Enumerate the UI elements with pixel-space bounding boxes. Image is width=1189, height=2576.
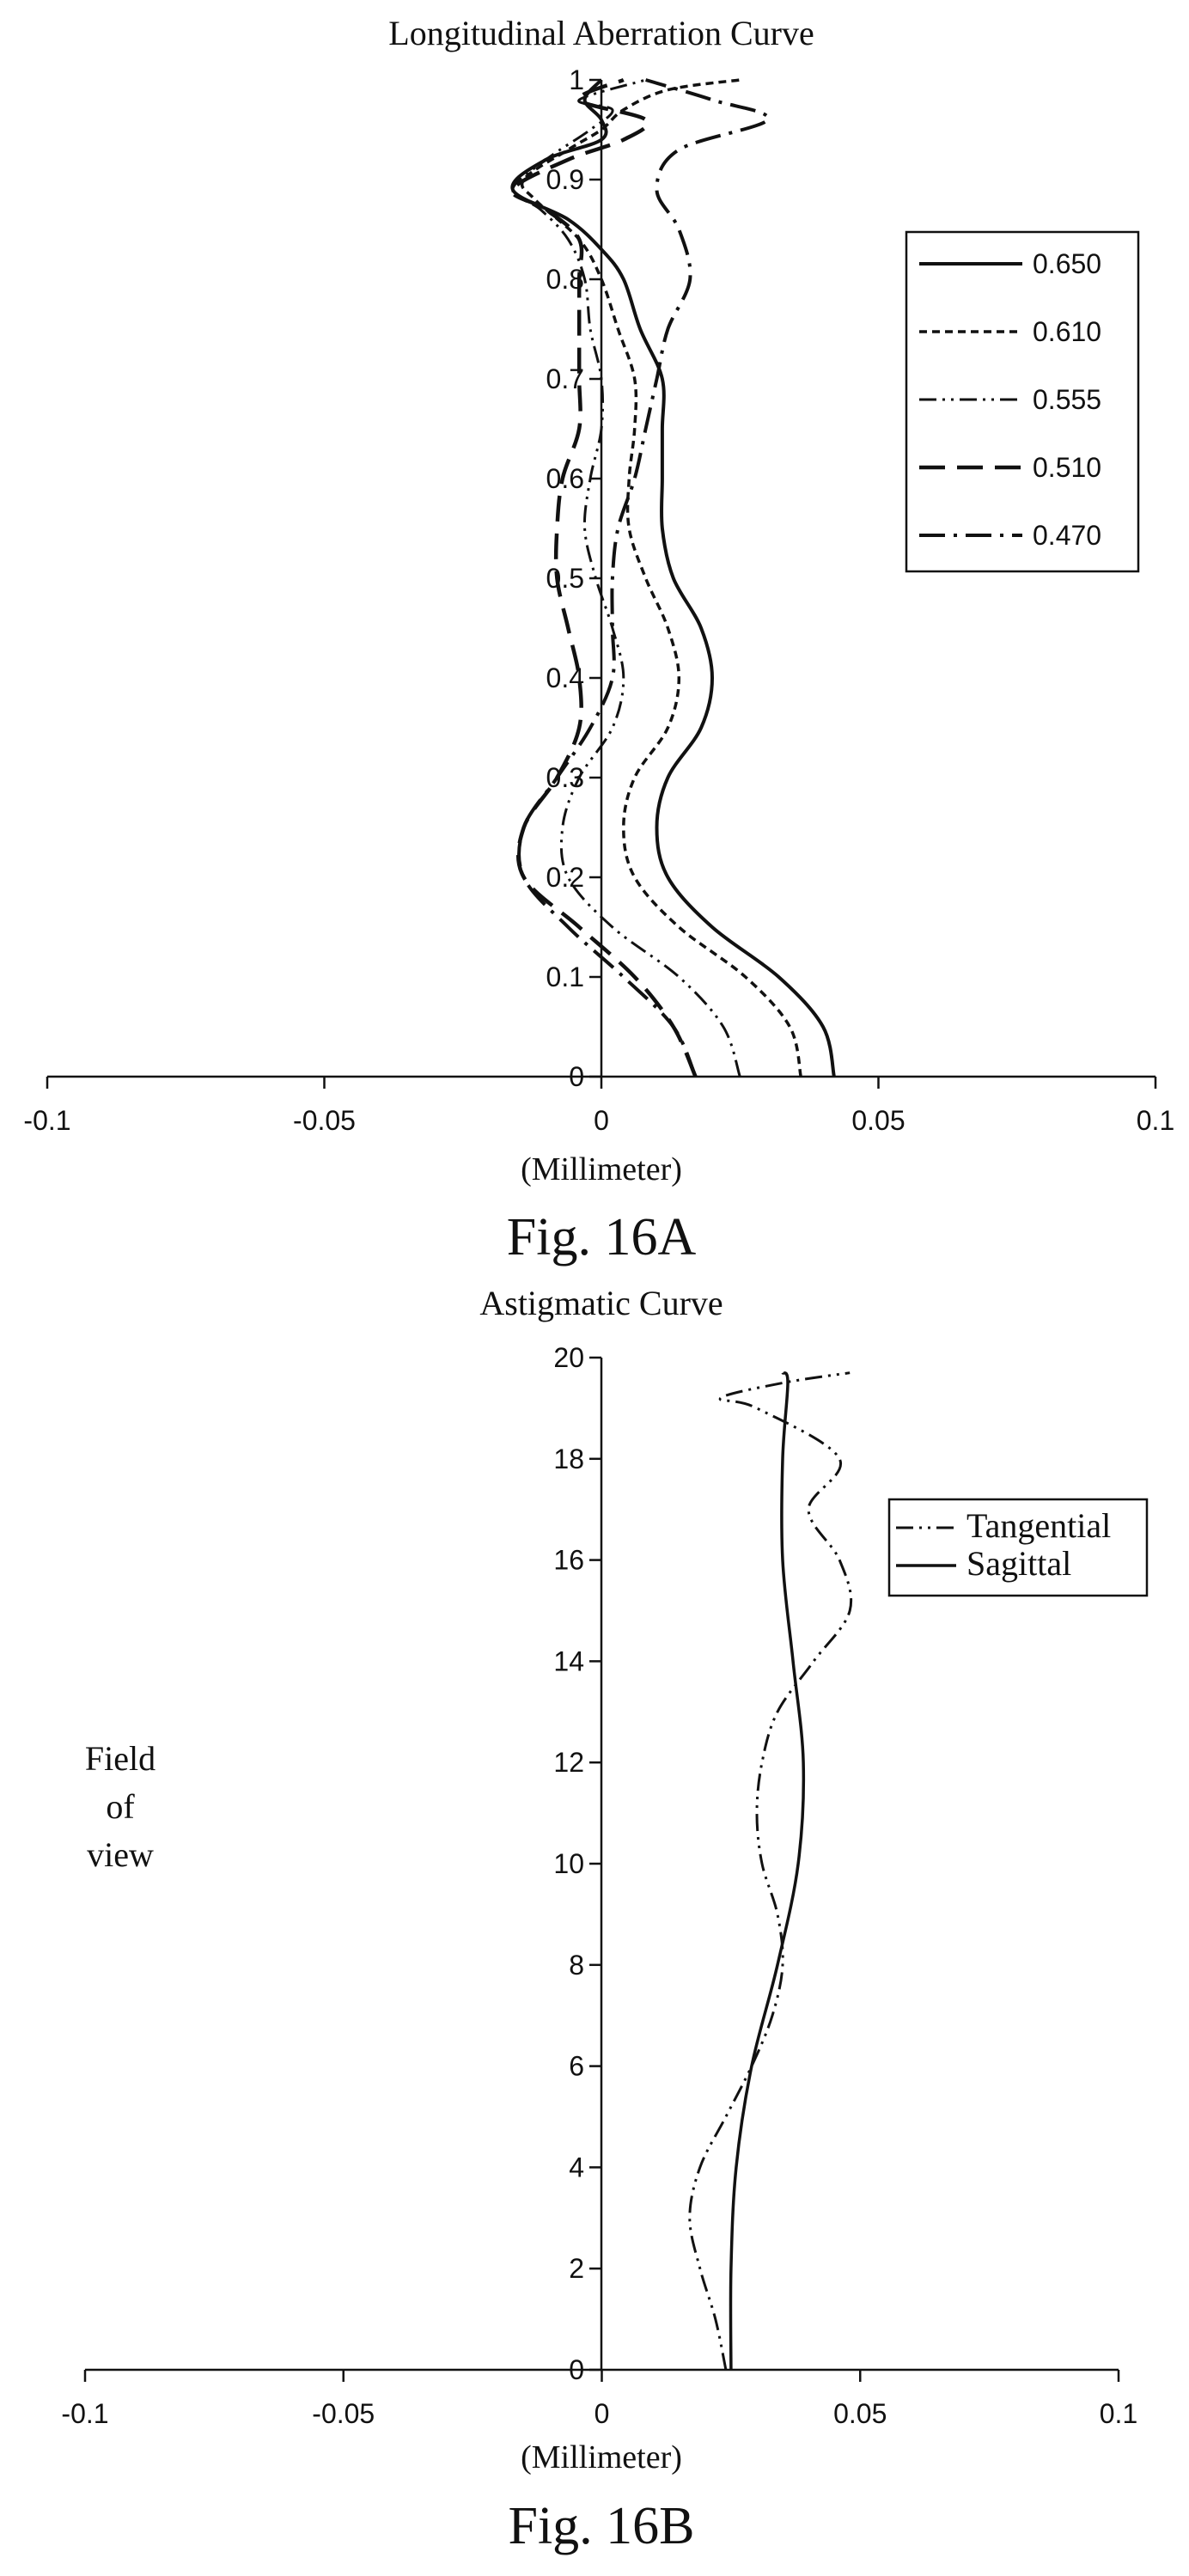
longitudinal-aberration-chart: Longitudinal Aberration Curve 00.10.20.3… (23, 14, 1174, 1267)
y-tick-label: 18 (553, 1444, 584, 1474)
legend-label: 0.555 (1033, 384, 1101, 415)
legend-label: Tangential (966, 1506, 1111, 1545)
chart-a-title: Longitudinal Aberration Curve (388, 14, 814, 52)
y-tick-label: 0.1 (546, 961, 584, 992)
chart-b-caption: Fig. 16B (508, 2497, 694, 2555)
legend-label: 0.510 (1033, 452, 1101, 483)
x-tick-label: -0.05 (312, 2398, 375, 2429)
chart-b-legend-box (887, 1498, 1149, 1597)
x-tick-label: 0.05 (851, 1105, 905, 1136)
series-line-0-555 (511, 78, 741, 1077)
y-tick-label: 14 (553, 1645, 584, 1676)
ylabel-line: view (87, 1835, 154, 1874)
chart-a-x-ticks: -0.1 -0.05 0 0.05 0.1 (23, 1077, 1174, 1136)
y-tick-label: 2 (569, 2253, 584, 2284)
x-tick-label: -0.05 (293, 1105, 356, 1136)
chart-a-series (510, 77, 836, 1077)
series-line-0-470 (517, 78, 770, 1077)
y-tick-label: 20 (553, 1342, 584, 1373)
x-tick-label: 0 (594, 2398, 610, 2429)
y-tick-label: 0.5 (546, 563, 584, 594)
y-tick-label: 10 (553, 1848, 584, 1879)
chart-b-ylabel: Field of view (85, 1739, 155, 1874)
chart-a-xlabel: (Millimeter) (521, 1151, 682, 1187)
y-tick-label: 4 (569, 2152, 584, 2182)
y-tick-label: 12 (553, 1747, 584, 1778)
x-tick-label: -0.1 (61, 2398, 108, 2429)
y-tick-label: 1 (569, 64, 584, 95)
x-tick-label: -0.1 (23, 1105, 70, 1136)
chart-b-xlabel: (Millimeter) (521, 2439, 682, 2475)
series-line-sagittal (729, 1371, 806, 2371)
chart-a-legend: 0.650 0.610 0.555 0.510 0.470 (905, 230, 1140, 573)
ylabel-line: Field (85, 1739, 155, 1778)
legend-label: Sagittal (966, 1544, 1071, 1583)
x-tick-label: 0.1 (1100, 2398, 1137, 2429)
chart-b-x-ticks: -0.1 -0.05 0 0.05 0.1 (61, 2370, 1137, 2429)
chart-a-caption: Fig. 16A (507, 1208, 697, 1267)
y-tick-label: 6 (569, 2051, 584, 2082)
legend-label: 0.610 (1033, 316, 1101, 347)
chart-a-legend-box (905, 230, 1140, 573)
chart-b-series (688, 1371, 853, 2371)
y-tick-label: 0.2 (546, 862, 584, 893)
series-line-tangential (688, 1371, 853, 2371)
legend-label: 0.650 (1033, 248, 1101, 279)
series-line-0-510 (510, 77, 698, 1077)
ylabel-line: of (106, 1787, 135, 1826)
x-tick-label: 0.05 (833, 2398, 887, 2429)
x-tick-label: 0.1 (1137, 1105, 1174, 1136)
chart-b-title: Astigmatic Curve (479, 1284, 723, 1322)
y-tick-label: 16 (553, 1545, 584, 1576)
legend-label: 0.470 (1033, 520, 1101, 551)
x-tick-label: 0 (594, 1105, 609, 1136)
y-tick-label: 8 (569, 1950, 584, 1981)
y-tick-label: 0.9 (546, 164, 584, 195)
